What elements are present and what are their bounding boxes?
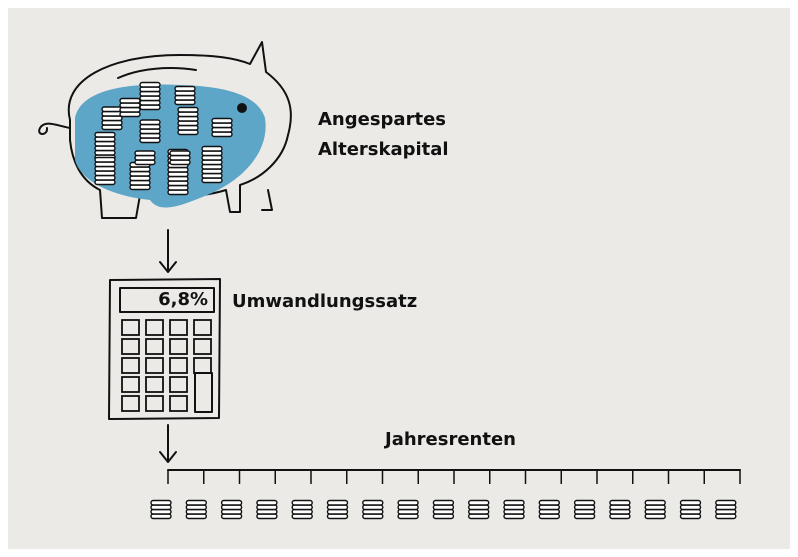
- coin: [140, 120, 160, 125]
- coin-stack: [170, 151, 190, 165]
- diagram: Angespartes Alterskapital 6,8% Umwandlun…: [0, 0, 798, 557]
- coin: [398, 501, 418, 506]
- coin: [151, 501, 171, 506]
- page: Angespartes Alterskapital 6,8% Umwandlun…: [0, 0, 798, 557]
- coin: [140, 83, 160, 88]
- coin-stack: [716, 501, 736, 519]
- coin-stack: [681, 501, 701, 519]
- coin-stack: [202, 147, 222, 183]
- coin-stack: [130, 163, 150, 190]
- calculator-display: 6,8%: [158, 289, 208, 310]
- coin: [681, 501, 701, 506]
- coin: [135, 151, 155, 156]
- coin-stack: [469, 501, 489, 519]
- coin: [257, 501, 277, 506]
- coin: [202, 147, 222, 152]
- coin: [178, 108, 198, 113]
- coin: [102, 107, 122, 112]
- coin: [212, 119, 232, 124]
- coin: [610, 501, 630, 506]
- coin-stack: [645, 501, 665, 519]
- coin-stack: [398, 501, 418, 519]
- coin: [433, 501, 453, 506]
- coin-stack: [95, 133, 115, 160]
- coin-stack: [328, 501, 348, 519]
- coin: [222, 501, 242, 506]
- coin-stack: [575, 501, 595, 519]
- coin: [469, 501, 489, 506]
- coin: [539, 501, 559, 506]
- coin-stack: [120, 99, 140, 117]
- coin-stack: [610, 501, 630, 519]
- coin-stack: [257, 501, 277, 519]
- coin: [363, 501, 383, 506]
- coin: [175, 87, 195, 92]
- coin: [95, 133, 115, 138]
- pig-label-line: Alterskapital: [318, 139, 449, 160]
- coin-stack: [140, 120, 160, 143]
- timeline-label: Jahresrenten: [383, 429, 516, 450]
- coin-stack: [539, 501, 559, 519]
- calculator-label: Umwandlungssatz: [232, 291, 417, 312]
- coin: [95, 158, 115, 163]
- coin-stack: [140, 83, 160, 110]
- coin: [328, 501, 348, 506]
- coin-stack: [95, 158, 115, 185]
- coin: [645, 501, 665, 506]
- coin-stack: [151, 501, 171, 519]
- coin: [120, 99, 140, 104]
- coin: [575, 501, 595, 506]
- coin-stack: [222, 501, 242, 519]
- coin-stack: [363, 501, 383, 519]
- coin: [504, 501, 524, 506]
- coin-stack: [178, 108, 198, 135]
- coin: [292, 501, 312, 506]
- coin-stack: [102, 107, 122, 130]
- coin: [170, 151, 190, 156]
- coin-stack: [292, 501, 312, 519]
- coin-stack: [175, 87, 195, 105]
- pig-label-line: Angespartes: [318, 109, 446, 130]
- coin-stack: [504, 501, 524, 519]
- coin: [186, 501, 206, 506]
- coin-stack: [135, 151, 155, 165]
- coin-stack: [433, 501, 453, 519]
- coin: [716, 501, 736, 506]
- coin-stack: [212, 119, 232, 137]
- coin-stack: [186, 501, 206, 519]
